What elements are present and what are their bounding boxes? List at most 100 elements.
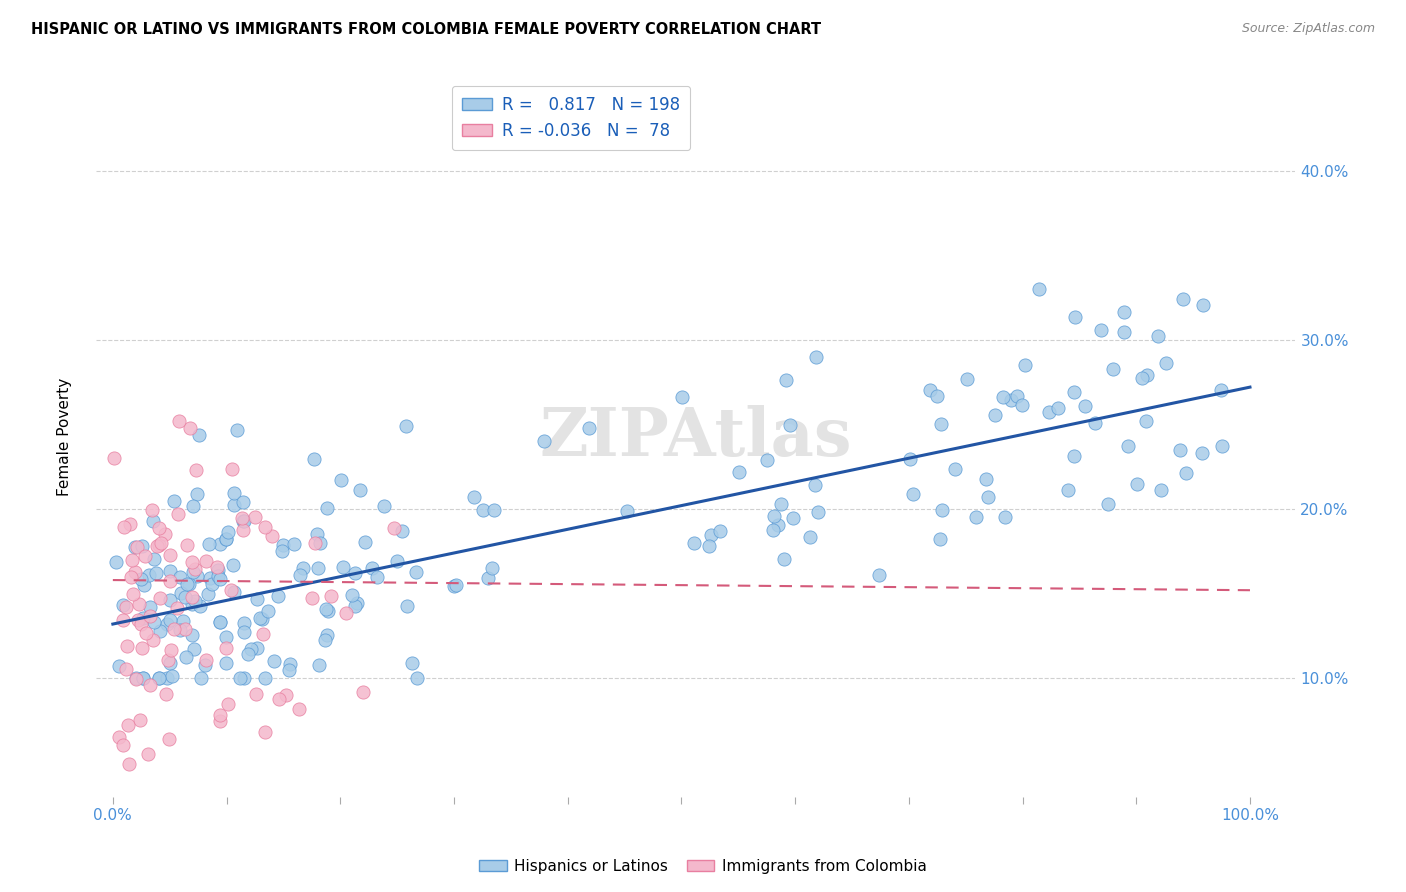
Point [138, 567, 160, 582]
Point [217, 697, 239, 711]
Point [181, 565, 204, 579]
Point [186, 569, 208, 583]
Point [167, 414, 190, 428]
Point [929, 417, 952, 431]
Point [138, 600, 160, 615]
Point [145, 566, 167, 581]
Point [125, 672, 148, 686]
Point [190, 671, 212, 685]
Point [1084, 416, 1107, 430]
Point [153, 527, 176, 541]
Point [319, 590, 342, 604]
Point [283, 537, 305, 551]
Point [179, 577, 201, 591]
Point [245, 687, 267, 701]
Point [1191, 445, 1213, 459]
Point [382, 520, 405, 534]
Point [1047, 401, 1070, 416]
Text: ZIPAtlas: ZIPAtlas [540, 405, 852, 469]
Point [232, 671, 254, 685]
Point [128, 597, 150, 611]
Point [254, 520, 277, 534]
Point [1114, 325, 1136, 339]
Point [444, 578, 467, 592]
Point [779, 418, 801, 433]
Point [315, 628, 337, 642]
Point [183, 642, 205, 657]
Point [1211, 439, 1233, 453]
Point [391, 524, 413, 538]
Point [287, 701, 309, 715]
Point [728, 465, 751, 479]
Point [121, 587, 143, 601]
Point [301, 591, 323, 605]
Legend: R =   0.817   N = 198, R = -0.036   N =  78: R = 0.817 N = 198, R = -0.036 N = 78 [451, 86, 690, 150]
Point [763, 509, 786, 524]
Point [868, 567, 890, 582]
Point [709, 524, 731, 538]
Point [271, 538, 294, 552]
Point [117, 718, 139, 732]
Point [166, 601, 188, 615]
Point [209, 572, 232, 586]
Point [249, 611, 271, 625]
Point [174, 650, 197, 665]
Point [405, 566, 427, 580]
Point [111, 598, 134, 612]
Point [176, 538, 198, 552]
Point [343, 599, 366, 613]
Point [1090, 323, 1112, 337]
Point [132, 577, 155, 591]
Point [134, 549, 156, 563]
Point [207, 563, 229, 577]
Point [215, 640, 238, 655]
Point [146, 539, 169, 553]
Point [292, 560, 315, 574]
Point [124, 540, 146, 554]
Point [200, 571, 222, 585]
Point [142, 515, 165, 529]
Point [396, 599, 419, 613]
Point [270, 543, 292, 558]
Point [188, 427, 211, 442]
Point [132, 671, 155, 685]
Point [1074, 399, 1097, 413]
Point [194, 658, 217, 673]
Point [141, 502, 163, 516]
Point [207, 568, 229, 582]
Point [159, 642, 181, 657]
Point [233, 514, 256, 528]
Point [945, 462, 967, 476]
Point [1147, 329, 1170, 343]
Point [197, 536, 219, 550]
Point [1168, 443, 1191, 458]
Point [159, 574, 181, 588]
Point [208, 615, 231, 629]
Point [115, 662, 138, 676]
Point [278, 657, 301, 671]
Point [156, 671, 179, 685]
Point [1156, 356, 1178, 370]
Point [131, 539, 153, 553]
Point [1101, 361, 1123, 376]
Point [956, 372, 979, 386]
Point [803, 478, 825, 492]
Point [361, 561, 384, 575]
Point [184, 562, 207, 576]
Point [330, 473, 353, 487]
Point [252, 612, 274, 626]
Point [756, 453, 779, 467]
Point [135, 626, 157, 640]
Point [131, 640, 153, 655]
Point [159, 549, 181, 563]
Point [918, 383, 941, 397]
Point [366, 570, 388, 584]
Point [142, 552, 165, 566]
Point [983, 409, 1005, 423]
Point [121, 552, 143, 566]
Point [463, 490, 485, 504]
Point [221, 558, 243, 573]
Point [225, 423, 247, 437]
Point [114, 599, 136, 614]
Point [129, 573, 152, 587]
